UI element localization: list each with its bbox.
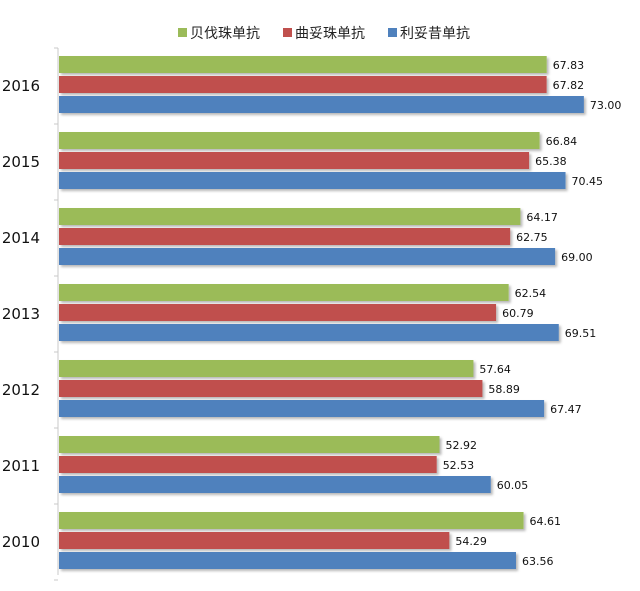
bar-bevacizumab-2011 (59, 436, 439, 453)
year-group-2010: 2010 64.61 54.29 63.56 (2, 512, 561, 569)
bar-bevacizumab-2014 (59, 208, 520, 225)
legend-swatch-trastuzumab (283, 28, 292, 37)
bar-rituximab-2015 (59, 172, 566, 189)
value-label: 67.47 (550, 403, 582, 416)
year-label: 2015 (2, 153, 40, 171)
year-label: 2013 (2, 305, 40, 323)
bar-rituximab-2016 (59, 96, 584, 113)
legend-label-bevacizumab: 贝伐珠单抗 (190, 26, 260, 42)
value-label: 62.54 (515, 287, 547, 300)
value-label: 70.45 (572, 175, 604, 188)
value-label: 57.64 (479, 363, 511, 376)
bar-bevacizumab-2013 (59, 284, 509, 301)
value-label: 62.75 (516, 231, 548, 244)
value-label: 73.00 (590, 99, 622, 112)
value-label: 63.56 (522, 555, 554, 568)
value-label: 54.29 (455, 535, 487, 548)
value-label: 58.89 (488, 383, 519, 396)
year-label: 2010 (2, 533, 40, 551)
bar-bevacizumab-2015 (59, 132, 540, 149)
value-label: 69.51 (565, 327, 597, 340)
bar-trastuzumab-2013 (59, 304, 496, 321)
value-label: 66.84 (546, 135, 578, 148)
bar-groups: 201667.8367.8273.00201566.8465.3870.4520… (2, 56, 622, 569)
value-label: 67.82 (553, 79, 585, 92)
year-group-2016: 2016 67.83 67.82 73.00 (2, 56, 622, 113)
value-label: 69.00 (561, 251, 593, 264)
value-label: 52.53 (443, 459, 475, 472)
bar-trastuzumab-2014 (59, 228, 510, 245)
bar-bevacizumab-2010 (59, 512, 524, 529)
legend-label-trastuzumab: 曲妥珠单抗 (295, 26, 365, 42)
value-label: 67.83 (553, 59, 585, 72)
value-label: 65.38 (535, 155, 567, 168)
value-label: 64.61 (530, 515, 562, 528)
bar-trastuzumab-2016 (59, 76, 547, 93)
value-label: 64.17 (526, 211, 558, 224)
bar-rituximab-2012 (59, 400, 544, 417)
bar-trastuzumab-2015 (59, 152, 529, 169)
year-group-2012: 2012 57.64 58.89 67.47 (2, 360, 582, 417)
bar-rituximab-2010 (59, 552, 516, 569)
legend-swatch-bevacizumab (178, 28, 187, 37)
bar-trastuzumab-2010 (59, 532, 449, 549)
legend-label-rituximab: 利妥昔单抗 (400, 26, 470, 42)
year-group-2015: 2015 66.84 65.38 70.45 (2, 132, 603, 189)
legend-swatch-rituximab (388, 28, 397, 37)
year-group-2014: 2014 64.17 62.75 69.00 (2, 208, 593, 265)
year-label: 2014 (2, 229, 40, 247)
year-group-2011: 2011 52.92 52.53 60.05 (2, 436, 528, 493)
value-label: 60.79 (502, 307, 533, 320)
year-label: 2016 (2, 77, 40, 95)
bar-bevacizumab-2012 (59, 360, 473, 377)
bar-rituximab-2013 (59, 324, 559, 341)
year-label: 2011 (2, 457, 40, 475)
year-label: 2012 (2, 381, 40, 399)
y-axis-ticks (54, 48, 58, 580)
year-group-2013: 2013 62.54 60.79 69.51 (2, 284, 596, 341)
value-label: 52.92 (445, 439, 477, 452)
value-label: 60.05 (497, 479, 529, 492)
bar-bevacizumab-2016 (59, 56, 547, 73)
legend: 贝伐珠单抗 曲妥珠单抗 利妥昔单抗 (178, 26, 470, 42)
bar-trastuzumab-2011 (59, 456, 437, 473)
bar-rituximab-2014 (59, 248, 555, 265)
bar-trastuzumab-2012 (59, 380, 482, 397)
bar-rituximab-2011 (59, 476, 491, 493)
